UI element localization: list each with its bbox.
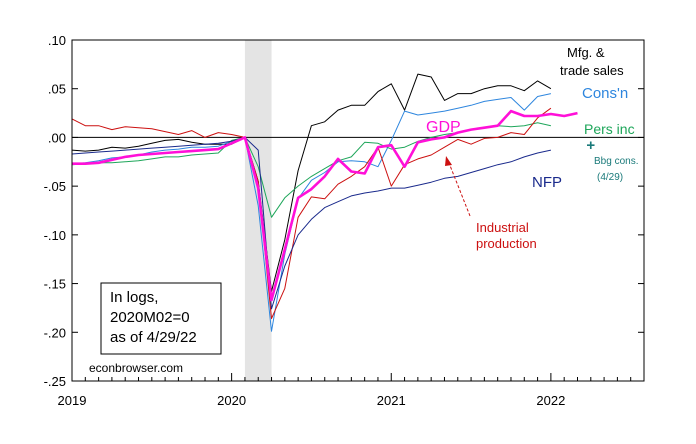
y-axis: .10 .05 .00 -.05 -.10 -.15 -.20 -.25 [44, 33, 644, 389]
label-gdp: GDP [426, 119, 461, 136]
series-line-industrial-production [71, 107, 552, 320]
series-line-cons-n [71, 93, 552, 332]
label-mfg-trade-sales-line2: trade sales [560, 63, 624, 78]
x-axis: 2019 2020 2021 2022 [58, 373, 645, 408]
bbg-consensus-marker: + [586, 137, 595, 154]
y-tick-label: -.25 [44, 374, 66, 389]
label-industrial-production-line2: production [476, 236, 537, 251]
series-line-mfg-trade-sales [71, 73, 552, 292]
series-line-gdp [72, 109, 578, 302]
y-tick-label: -.10 [44, 228, 66, 243]
series-line-nfp [71, 136, 552, 310]
annotation-box [100, 282, 222, 355]
label-consn: Cons'n [582, 85, 628, 102]
y-tick-label: -.20 [44, 325, 66, 340]
x-tick-label: 2020 [217, 393, 246, 408]
x-tick-label: 2022 [536, 393, 565, 408]
industrial-production-arrow [445, 156, 471, 217]
label-nfp: NFP [532, 174, 562, 191]
label-industrial-production-line1: Industrial [476, 220, 529, 235]
source-label: econbrowser.com [89, 361, 183, 375]
label-bbg-cons-line2: (4/29) [597, 172, 623, 183]
y-tick-label: -.15 [44, 277, 66, 292]
series-layer [71, 73, 578, 332]
annotation-line3: as of 4/29/22 [110, 329, 197, 346]
x-tick-label: 2019 [58, 393, 87, 408]
label-bbg-cons-line1: Bbg cons. [594, 156, 638, 167]
y-tick-label: -.05 [44, 179, 66, 194]
y-tick-label: .00 [48, 130, 66, 145]
plot-frame [71, 39, 645, 382]
y-tick-label: .05 [48, 82, 66, 97]
annotation-line1: In logs, [110, 289, 158, 306]
marker-layer: + [586, 137, 595, 154]
annotation-line2: 2020M02=0 [110, 309, 190, 326]
label-pers-inc: Pers inc [584, 121, 635, 137]
x-tick-label: 2021 [377, 393, 406, 408]
y-tick-label: .10 [48, 33, 66, 48]
label-mfg-trade-sales-line1: Mfg. & [567, 45, 605, 60]
